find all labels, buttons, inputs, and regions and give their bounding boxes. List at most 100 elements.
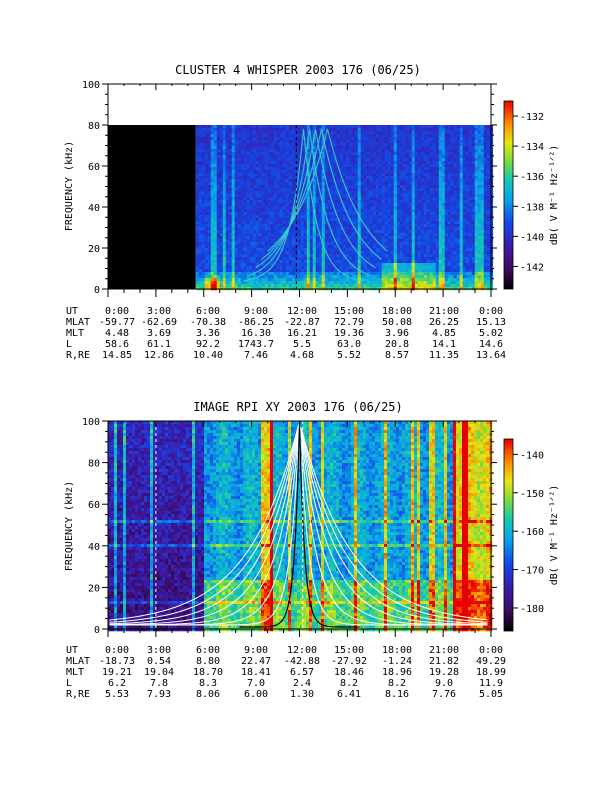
whisper-spectro-cell	[276, 179, 281, 183]
whisper-spectro-cell	[411, 242, 416, 246]
whisper-spectro-cell	[354, 182, 359, 186]
whisper-spectro-cell	[462, 167, 467, 171]
whisper-spectro-cell	[354, 161, 359, 165]
whisper-spectro-cell	[207, 239, 212, 243]
whisper-spectro-cell	[378, 158, 383, 162]
whisper-spectro-cell	[258, 260, 263, 264]
whisper-spectro-cell	[336, 281, 341, 285]
whisper-spectro-cell	[264, 161, 269, 165]
whisper-spectro-cell	[333, 146, 338, 150]
whisper-spectro-cell	[351, 218, 356, 222]
whisper-spectro-cell	[228, 137, 233, 141]
whisper-spectro-cell	[237, 275, 242, 279]
whisper-spectro-cell	[264, 191, 269, 195]
whisper-spectro-cell	[327, 239, 332, 243]
whisper-spectro-cell	[360, 185, 365, 189]
whisper-spectro-cell	[312, 176, 317, 180]
whisper-spectro-cell	[213, 272, 218, 276]
whisper-spectro-cell	[459, 200, 464, 204]
whisper-spectro-cell	[405, 206, 410, 210]
whisper-spectro-cell	[234, 188, 239, 192]
whisper-spectro-cell	[267, 197, 272, 201]
whisper-spectro-cell	[306, 194, 311, 198]
whisper-spectro-cell	[252, 182, 257, 186]
whisper-spectro-cell	[282, 254, 287, 258]
whisper-spectro-cell	[333, 143, 338, 147]
whisper-spectro-cell	[231, 179, 236, 183]
whisper-spectro-cell	[213, 167, 218, 171]
whisper-spectro-cell	[384, 278, 389, 282]
whisper-spectro-cell	[420, 212, 425, 216]
whisper-spectro-cell	[285, 260, 290, 264]
whisper-spectro-cell	[330, 158, 335, 162]
whisper-spectro-cell	[429, 179, 434, 183]
whisper-spectro-cell	[339, 260, 344, 264]
whisper-spectro-cell	[369, 239, 374, 243]
whisper-spectro-cell	[216, 263, 221, 267]
whisper-spectro-cell	[423, 191, 428, 195]
whisper-spectro-cell	[465, 242, 470, 246]
whisper-spectro-cell	[204, 218, 209, 222]
whisper-spectro-cell	[390, 212, 395, 216]
whisper-spectro-cell	[204, 233, 209, 237]
whisper-spectro-cell	[381, 131, 386, 135]
whisper-spectro-cell	[246, 227, 251, 231]
whisper-spectro-cell	[387, 155, 392, 159]
whisper-spectro-cell	[213, 245, 218, 249]
whisper-spectro-cell	[357, 191, 362, 195]
whisper-spectro-cell	[204, 128, 209, 132]
whisper-spectro-cell	[405, 167, 410, 171]
whisper-spectro-cell	[435, 194, 440, 198]
whisper-spectro-cell	[234, 146, 239, 150]
whisper-spectro-cell	[294, 170, 299, 174]
whisper-spectro-cell	[291, 167, 296, 171]
whisper-spectro-cell	[297, 137, 302, 141]
whisper-spectro-cell	[348, 194, 353, 198]
whisper-spectro-cell	[372, 182, 377, 186]
whisper-spectro-cell	[231, 140, 236, 144]
whisper-spectro-cell	[288, 263, 293, 267]
whisper-spectro-cell	[219, 179, 224, 183]
whisper-spectro-cell	[333, 215, 338, 219]
whisper-spectro-cell	[405, 140, 410, 144]
whisper-spectro-cell	[321, 260, 326, 264]
whisper-spectro-cell	[207, 188, 212, 192]
whisper-spectro-cell	[426, 266, 431, 270]
whisper-spectro-cell	[312, 272, 317, 276]
whisper-spectro-cell	[348, 128, 353, 132]
whisper-spectro-cell	[282, 149, 287, 153]
whisper-spectro-cell	[408, 188, 413, 192]
whisper-spectro-cell	[261, 191, 266, 195]
whisper-spectro-cell	[366, 152, 371, 156]
whisper-spectro-cell	[204, 197, 209, 201]
whisper-spectro-cell	[249, 149, 254, 153]
whisper-spectro-cell	[465, 179, 470, 183]
whisper-spectro-cell	[267, 191, 272, 195]
whisper-spectro-cell	[246, 197, 251, 201]
whisper-spectro-cell	[462, 266, 467, 270]
whisper-spectro-cell	[447, 260, 452, 264]
whisper-spectro-cell	[288, 251, 293, 255]
whisper-spectro-cell	[369, 161, 374, 165]
whisper-spectro-cell	[357, 128, 362, 132]
whisper-spectro-cell	[258, 131, 263, 135]
whisper-spectro-cell	[408, 173, 413, 177]
whisper-spectro-cell	[402, 242, 407, 246]
whisper-spectro-cell	[204, 275, 209, 279]
whisper-spectro-cell	[312, 167, 317, 171]
whisper-spectro-cell	[255, 254, 260, 258]
whisper-spectro-cell	[315, 275, 320, 279]
whisper-spectro-cell	[288, 137, 293, 141]
whisper-spectro-cell	[306, 155, 311, 159]
whisper-spectro-cell	[438, 128, 443, 132]
whisper-spectro-cell	[258, 266, 263, 270]
whisper-spectro-cell	[360, 248, 365, 252]
whisper-spectro-cell	[195, 230, 200, 234]
whisper-spectro-cell	[360, 179, 365, 183]
whisper-spectro-cell	[297, 248, 302, 252]
whisper-spectro-cell	[312, 146, 317, 150]
whisper-spectro-cell	[225, 158, 230, 162]
whisper-spectro-cell	[288, 230, 293, 234]
whisper-spectro-cell	[420, 167, 425, 171]
whisper-spectro-cell	[420, 275, 425, 279]
